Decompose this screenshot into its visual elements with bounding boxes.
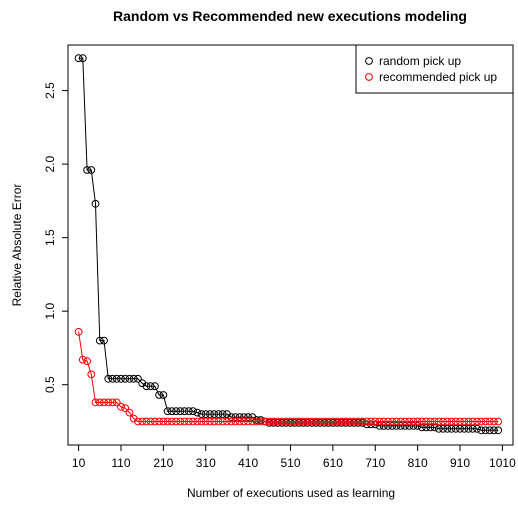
- x-tick-label: 110: [111, 456, 130, 470]
- legend: random pick up recommended pick up: [356, 45, 513, 93]
- x-axis-label: Number of executions used as learning: [187, 486, 395, 500]
- x-tick-label: 210: [153, 456, 173, 470]
- x-tick-label: 910: [450, 456, 470, 470]
- x-tick-label: 10: [72, 456, 86, 470]
- y-axis-label: Relative Absolute Error: [10, 184, 24, 307]
- x-tick-label: 410: [238, 456, 258, 470]
- x-tick-label: 310: [196, 456, 216, 470]
- x-tick-label: 810: [408, 456, 428, 470]
- legend-box: [356, 45, 513, 93]
- y-tick-label: 0.5: [43, 376, 57, 393]
- y-tick-label: 2.0: [43, 155, 57, 172]
- legend-label-random: random pick up: [379, 54, 461, 68]
- x-tick-label: 510: [280, 456, 300, 470]
- x-tick-label: 710: [365, 456, 385, 470]
- x-tick-label: 610: [323, 456, 343, 470]
- chart-title: Random vs Recommended new executions mod…: [113, 8, 467, 24]
- legend-label-recommended: recommended pick up: [379, 70, 497, 84]
- x-tick-label: 1010: [489, 456, 516, 470]
- y-tick-label: 1.0: [43, 303, 57, 320]
- y-tick-label: 2.5: [43, 82, 57, 99]
- y-tick-label: 1.5: [43, 229, 57, 246]
